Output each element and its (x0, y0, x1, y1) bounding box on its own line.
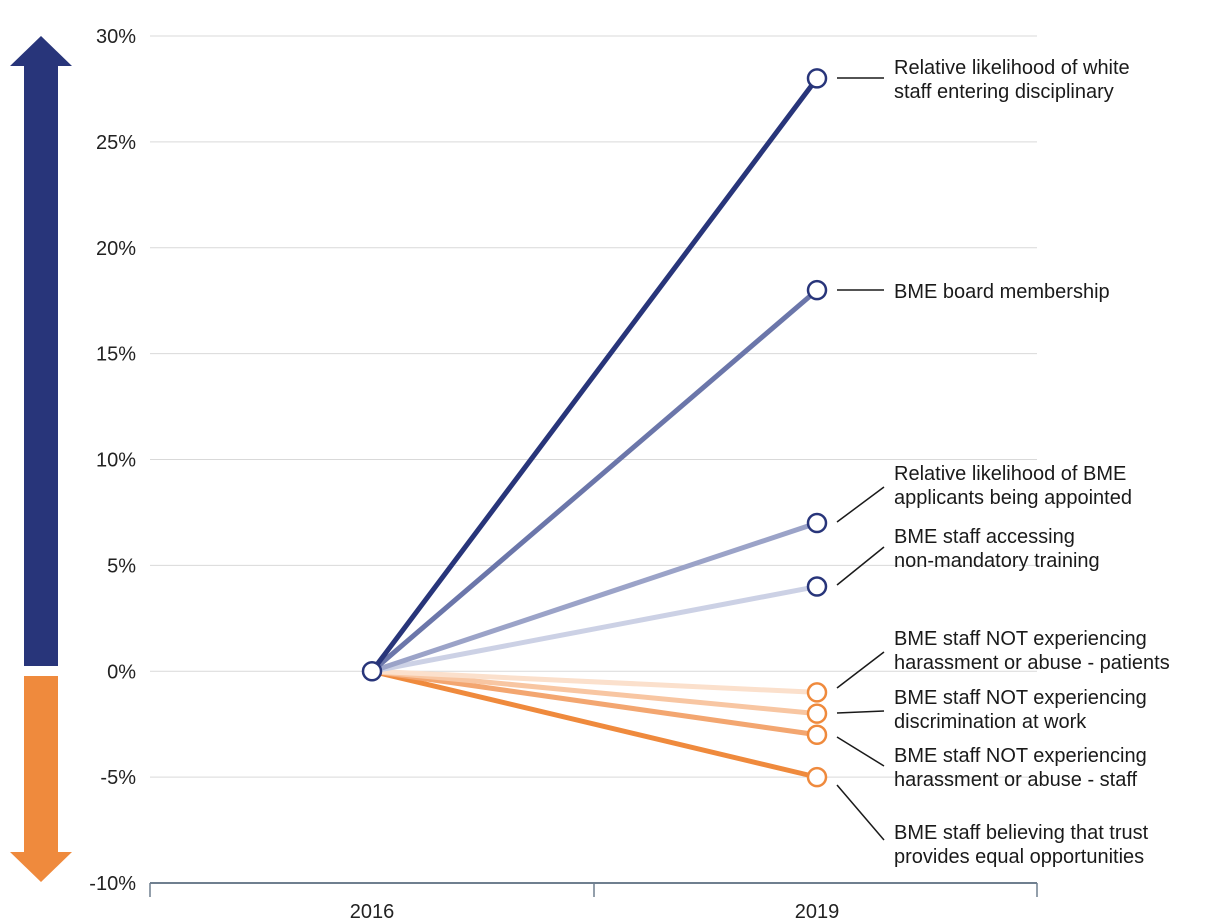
y-tick-label: 30% (96, 26, 136, 48)
label-connectors (836, 77, 885, 841)
series-line (369, 668, 820, 780)
series-markers (361, 68, 828, 788)
series-end-marker (806, 512, 828, 534)
y-tick-label: 5% (107, 555, 136, 577)
label-connector (836, 784, 885, 841)
series-label: BME staff believing that trust provides e… (894, 822, 1149, 868)
series-label: BME board membership (894, 281, 1110, 303)
series-line (369, 584, 820, 674)
label-connector (836, 546, 885, 586)
label-connector (836, 710, 885, 714)
series-end-marker (806, 68, 828, 89)
series-line (369, 287, 820, 674)
series-line (369, 520, 820, 674)
series-end-marker (806, 682, 828, 703)
y-axis-tick-labels: 30% 25% 20% 15% 10% 5% 0% -5% -10% (89, 26, 136, 895)
x-tick-label: 2016 (350, 901, 395, 923)
series-line (369, 75, 820, 674)
series-label: BME staff accessing non-mandatory trainin… (894, 526, 1100, 572)
series-line (369, 668, 820, 695)
direction-arrows (10, 36, 72, 882)
series-end-marker (806, 703, 828, 724)
series-end-marker (806, 724, 828, 746)
gridlines (150, 35, 1037, 778)
series-labels: Relative likelihood of white staff enteri… (894, 57, 1170, 868)
series-end-marker (806, 576, 828, 597)
y-tick-label: 0% (107, 661, 136, 683)
label-connector (836, 486, 885, 523)
y-tick-label: 10% (96, 450, 136, 472)
series-label: BME staff NOT experiencing discrimination… (894, 687, 1147, 733)
series-line (369, 668, 820, 717)
y-tick-label: 15% (96, 344, 136, 366)
series-label: BME staff NOT experiencing harassment or … (894, 628, 1170, 674)
series-line (369, 668, 820, 738)
series-label: BME staff NOT experiencing harassment or … (894, 745, 1147, 791)
positive-direction-arrow (10, 36, 72, 666)
y-tick-label: 25% (96, 132, 136, 154)
label-connector (836, 651, 885, 689)
label-connector (836, 736, 885, 767)
y-tick-label: -10% (89, 873, 136, 895)
x-tick-label: 2019 (795, 901, 840, 923)
series-end-marker (806, 766, 828, 788)
negative-direction-arrow (10, 676, 72, 882)
series-label: Relative likelihood of BME applicants bei… (894, 463, 1132, 509)
x-axis: 2016 2019 (149, 882, 1038, 923)
series-end-marker (806, 279, 828, 301)
series-lines (369, 75, 820, 780)
series-label: Relative likelihood of white staff enteri… (894, 57, 1130, 103)
y-tick-label: 20% (96, 238, 136, 260)
y-tick-label: -5% (100, 767, 136, 789)
start-marker (361, 661, 383, 682)
